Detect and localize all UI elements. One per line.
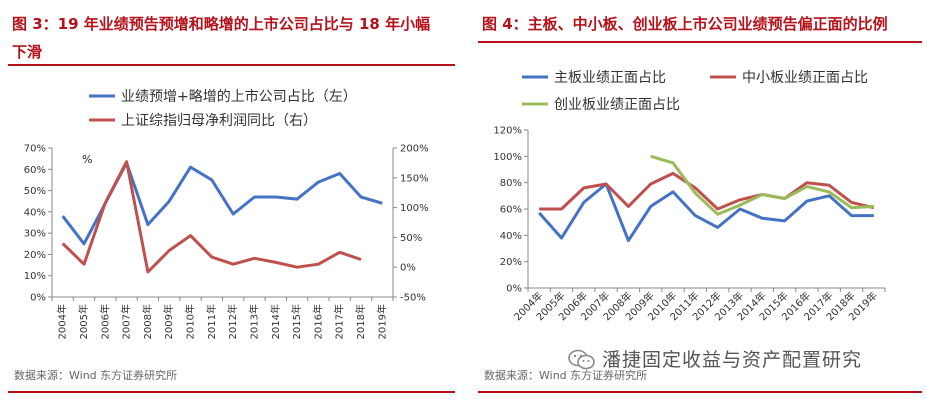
left-y-tick-label: 10% [24, 271, 46, 282]
left-x-tick-label: 2016年 [311, 304, 324, 339]
series-line-main-board [538, 182, 874, 243]
legend-label-left: 上证综指归母净利润同比（右） [121, 112, 317, 129]
left-x-tick-label: 2007年 [120, 304, 133, 339]
left-y-tick-label: 60% [24, 165, 46, 176]
left-x-tick-label: 2012年 [226, 304, 239, 339]
line-chart-left: 业绩预增+略增的上市公司占比（左） 上证综指归母净利润同比（右） 0% 10% 20% 3… [24, 88, 429, 339]
legend-label-left: 业绩预增+略增的上市公司占比（左） [121, 88, 357, 105]
source-note-left: 数据来源：Wind 东方证券研究所 [14, 369, 178, 382]
left-x-tick-label: 2011年 [205, 304, 218, 339]
series-line-share-left-axis [61, 161, 383, 246]
left-x-tick-label: 2014年 [269, 304, 282, 339]
right-chart-y-tick-label: 0% [506, 284, 522, 295]
right-chart-y-tick-label: 80% [500, 178, 522, 189]
left-x-tick-label: 2005年 [77, 304, 90, 339]
left-x-tick-label: 2017年 [333, 304, 346, 339]
left-y-tick-label: 40% [24, 207, 46, 218]
left-x-tick-label: 2015年 [290, 304, 303, 339]
right-chart-y-tick-label: 20% [500, 257, 522, 268]
left-y-tick-label: 0% [30, 293, 46, 304]
legend-label-right: 创业板业绩正面占比 [554, 97, 680, 113]
legend-label-right: 中小板业绩正面占比 [742, 70, 868, 86]
left-x-tick-label: 2009年 [162, 304, 175, 339]
left-x-tick-label: 2008年 [141, 304, 154, 339]
left-y-tick-label: 30% [24, 229, 46, 240]
series-line-chinext [650, 154, 874, 216]
legend-label-right: 主板业绩正面占比 [554, 70, 666, 86]
wechat-icon [568, 349, 595, 370]
right-chart-y-tick-label: 100% [493, 152, 522, 163]
series-line-profit-right-axis [61, 160, 362, 274]
right-y-tick-label: 150% [400, 173, 429, 184]
right-y-tick-label: 100% [400, 203, 429, 214]
watermark-text: 潘捷固定收益与资产配置研究 [602, 349, 863, 371]
title-divider-left [8, 64, 455, 66]
right-chart-y-tick-label: 60% [500, 205, 522, 216]
unit-label: % [82, 153, 92, 166]
left-y-tick-label: 70% [24, 144, 46, 155]
left-x-tick-label: 2018年 [354, 304, 367, 339]
chart-title-left: 图 3：19 年业绩预告预增和略增的上市公司占比与 18 年小幅 下滑 [12, 15, 431, 61]
bottom-divider-left [8, 391, 455, 393]
left-x-tick-label: 2010年 [184, 304, 197, 339]
chart-panel-left: 图 3：19 年业绩预告预增和略增的上市公司占比与 18 年小幅 下滑 业绩预增… [0, 0, 463, 401]
right-chart-y-tick-label: 40% [500, 231, 522, 242]
right-chart-y-tick-label: 120% [493, 126, 522, 137]
title-divider-right [478, 41, 922, 43]
chart-title-right: 图 4：主板、中小板、创业板上市公司业绩预告偏正面的比例 [482, 15, 888, 33]
bottom-divider-right [478, 391, 922, 393]
left-y-tick-label: 20% [24, 250, 46, 261]
right-y-tick-label: -50% [400, 293, 426, 304]
left-y-tick-label: 50% [24, 186, 46, 197]
left-x-tick-label: 2006年 [98, 304, 111, 339]
left-x-tick-label: 2013年 [247, 304, 260, 339]
right-y-tick-label: 200% [400, 144, 429, 155]
right-y-tick-label: 50% [400, 233, 422, 244]
right-y-tick-label: 0% [400, 263, 416, 274]
series-line-sme-board [539, 171, 875, 211]
left-x-tick-label: 2019年 [375, 304, 388, 339]
left-x-tick-label: 2004年 [56, 304, 69, 339]
source-note-right: 数据来源：Wind 东方证券研究所 [484, 369, 648, 382]
chart-panel-right: 图 4：主板、中小板、创业板上市公司业绩预告偏正面的比例 主板业绩正面占比 中小板… [470, 0, 927, 401]
